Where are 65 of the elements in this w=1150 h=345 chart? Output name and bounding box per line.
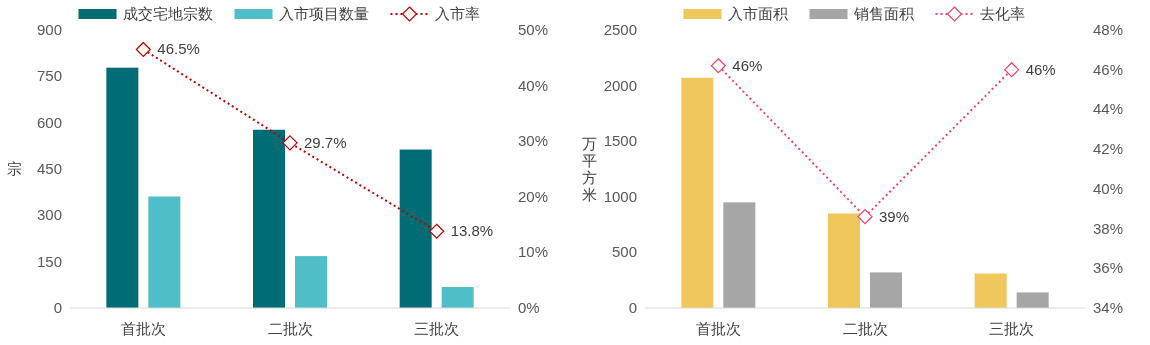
bar — [723, 202, 756, 308]
y2-tick-label: 44% — [1093, 100, 1124, 118]
bar — [681, 77, 714, 308]
y-tick-label: 0 — [53, 299, 62, 316]
point — [1004, 62, 1020, 78]
point — [710, 58, 726, 74]
legend-label: 去化率 — [979, 5, 1025, 22]
point — [135, 41, 151, 58]
data-label: 39% — [879, 207, 910, 225]
data-label: 46.5% — [157, 40, 200, 58]
legend-label: 入市率 — [434, 5, 480, 22]
x-tick-label: 三批次 — [989, 320, 1035, 337]
y-tick-label: 1000 — [603, 187, 637, 205]
y-tick-label: 750 — [36, 67, 62, 85]
y2-tick-label: 40% — [518, 76, 549, 94]
y-tick-label: 150 — [36, 252, 62, 270]
point — [857, 209, 873, 225]
y2-tick-label: 20% — [518, 187, 549, 205]
y-tick-label: 300 — [36, 206, 62, 224]
bar — [148, 196, 181, 308]
y2-tick-label: 42% — [1093, 140, 1124, 158]
x-tick-label: 三批次 — [414, 320, 460, 337]
y2-tick-label: 36% — [1093, 259, 1124, 277]
point — [282, 135, 298, 151]
y2-tick-label: 38% — [1093, 219, 1124, 237]
y2-tick-label: 48% — [1093, 21, 1124, 38]
x-tick-label: 二批次 — [267, 320, 313, 337]
bar — [441, 287, 474, 308]
y-tick-label: 2500 — [603, 21, 637, 38]
y-tick-label: 600 — [36, 113, 62, 131]
data-label: 29.7% — [304, 133, 347, 151]
y-tick-label: 500 — [611, 243, 637, 261]
x-tick-label: 首批次 — [695, 320, 741, 337]
y2-tick-label: 10% — [518, 243, 549, 261]
legend-label: 成交宅地宗数 — [122, 5, 213, 22]
data-label: 46% — [732, 56, 763, 74]
bar — [399, 149, 432, 308]
y-tick-label: 2000 — [603, 76, 637, 94]
bar — [253, 129, 285, 308]
y2-tick-label: 46% — [1093, 60, 1124, 78]
y-tick-label: 1500 — [603, 132, 637, 150]
x-tick-label: 二批次 — [842, 320, 888, 337]
legend-label: 销售面积 — [852, 5, 914, 22]
y2-tick-label: 40% — [1093, 179, 1124, 197]
y2-tick-label: 0% — [518, 299, 540, 316]
x-tick-label: 首批次 — [120, 320, 166, 337]
legend-label: 入市面积 — [727, 5, 788, 22]
y2-tick-label: 34% — [1093, 299, 1124, 316]
y-tick-label: 0 — [628, 299, 637, 316]
bar — [1016, 292, 1049, 308]
point — [429, 223, 445, 239]
bar — [870, 272, 902, 308]
y-tick-label: 450 — [36, 160, 62, 177]
bar — [828, 213, 860, 308]
y2-tick-label: 30% — [518, 132, 549, 150]
data-label: 46% — [1025, 60, 1056, 78]
y-axis-title: 万平方米 — [581, 134, 597, 203]
y2-tick-label: 50% — [518, 21, 549, 38]
y-axis-title: 宗 — [6, 160, 22, 177]
bar — [295, 256, 327, 308]
legend-label: 入市项目数量 — [278, 5, 369, 22]
y-tick-label: 900 — [36, 21, 62, 38]
bar — [974, 273, 1007, 308]
data-label: 13.8% — [450, 222, 494, 240]
bar — [106, 67, 139, 308]
